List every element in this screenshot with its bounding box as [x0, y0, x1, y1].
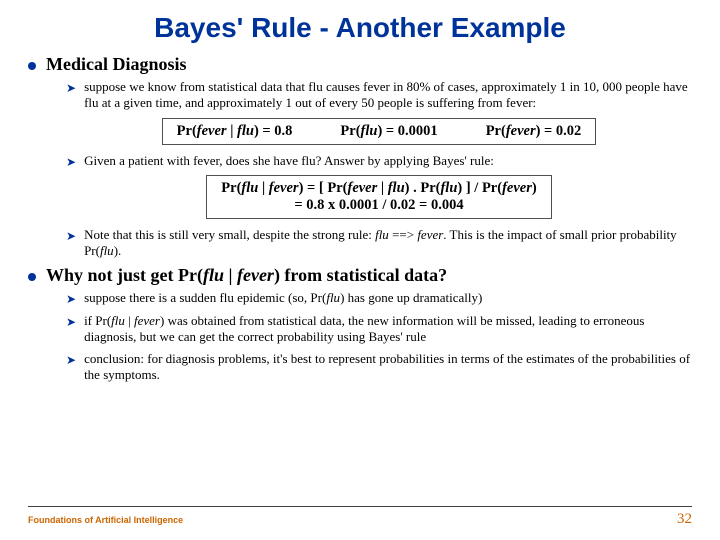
arrow-icon: ➤ [66, 292, 76, 306]
section-heading-2: Why not just get Pr(flu | fever) from st… [46, 265, 447, 286]
bullet-icon [28, 62, 36, 70]
sub-item: ➤ suppose there is a sudden flu epidemic… [66, 290, 692, 306]
section-heading-1: Medical Diagnosis [46, 54, 187, 75]
sub-item: ➤ Given a patient with fever, does she h… [66, 153, 692, 169]
arrow-icon: ➤ [66, 229, 76, 243]
arrow-icon: ➤ [66, 315, 76, 329]
section-why-not: Why not just get Pr(flu | fever) from st… [28, 265, 692, 286]
formula-box-2: Pr(flu | fever) = [ Pr(fever | flu) . Pr… [206, 175, 551, 219]
footer: Foundations of Artificial Intelligence 3… [28, 506, 692, 528]
sub-item: ➤ conclusion: for diagnosis problems, it… [66, 351, 692, 384]
section-medical-diagnosis: Medical Diagnosis [28, 54, 692, 75]
sub-item: ➤ if Pr(flu | fever) was obtained from s… [66, 313, 692, 346]
section1-sublist: ➤ suppose we know from statistical data … [66, 79, 692, 259]
arrow-icon: ➤ [66, 155, 76, 169]
bullet-icon [28, 273, 36, 281]
sub-text: suppose there is a sudden flu epidemic (… [84, 290, 482, 306]
slide-title: Bayes' Rule - Another Example [28, 12, 692, 44]
footer-divider [28, 506, 692, 507]
formula-row-2b: = 0.8 x 0.0001 / 0.02 = 0.004 [221, 197, 536, 214]
sub-item: ➤ suppose we know from statistical data … [66, 79, 692, 112]
arrow-icon: ➤ [66, 353, 76, 367]
sub-item: ➤ Note that this is still very small, de… [66, 227, 692, 260]
sub-text: suppose we know from statistical data th… [84, 79, 692, 112]
sub-text: conclusion: for diagnosis problems, it's… [84, 351, 692, 384]
footer-page-number: 32 [677, 511, 692, 528]
sub-text: if Pr(flu | fever) was obtained from sta… [84, 313, 692, 346]
sub-text: Given a patient with fever, does she hav… [84, 153, 494, 169]
formula-row-2a: Pr(flu | fever) = [ Pr(fever | flu) . Pr… [221, 180, 536, 197]
formula-row-1: Pr(fever | flu) = 0.8Pr(flu) = 0.0001Pr(… [177, 123, 582, 140]
arrow-icon: ➤ [66, 81, 76, 95]
footer-source: Foundations of Artificial Intelligence [28, 515, 183, 525]
section2-sublist: ➤ suppose there is a sudden flu epidemic… [66, 290, 692, 383]
sub-text: Note that this is still very small, desp… [84, 227, 692, 260]
formula-box-1: Pr(fever | flu) = 0.8Pr(flu) = 0.0001Pr(… [162, 118, 597, 145]
